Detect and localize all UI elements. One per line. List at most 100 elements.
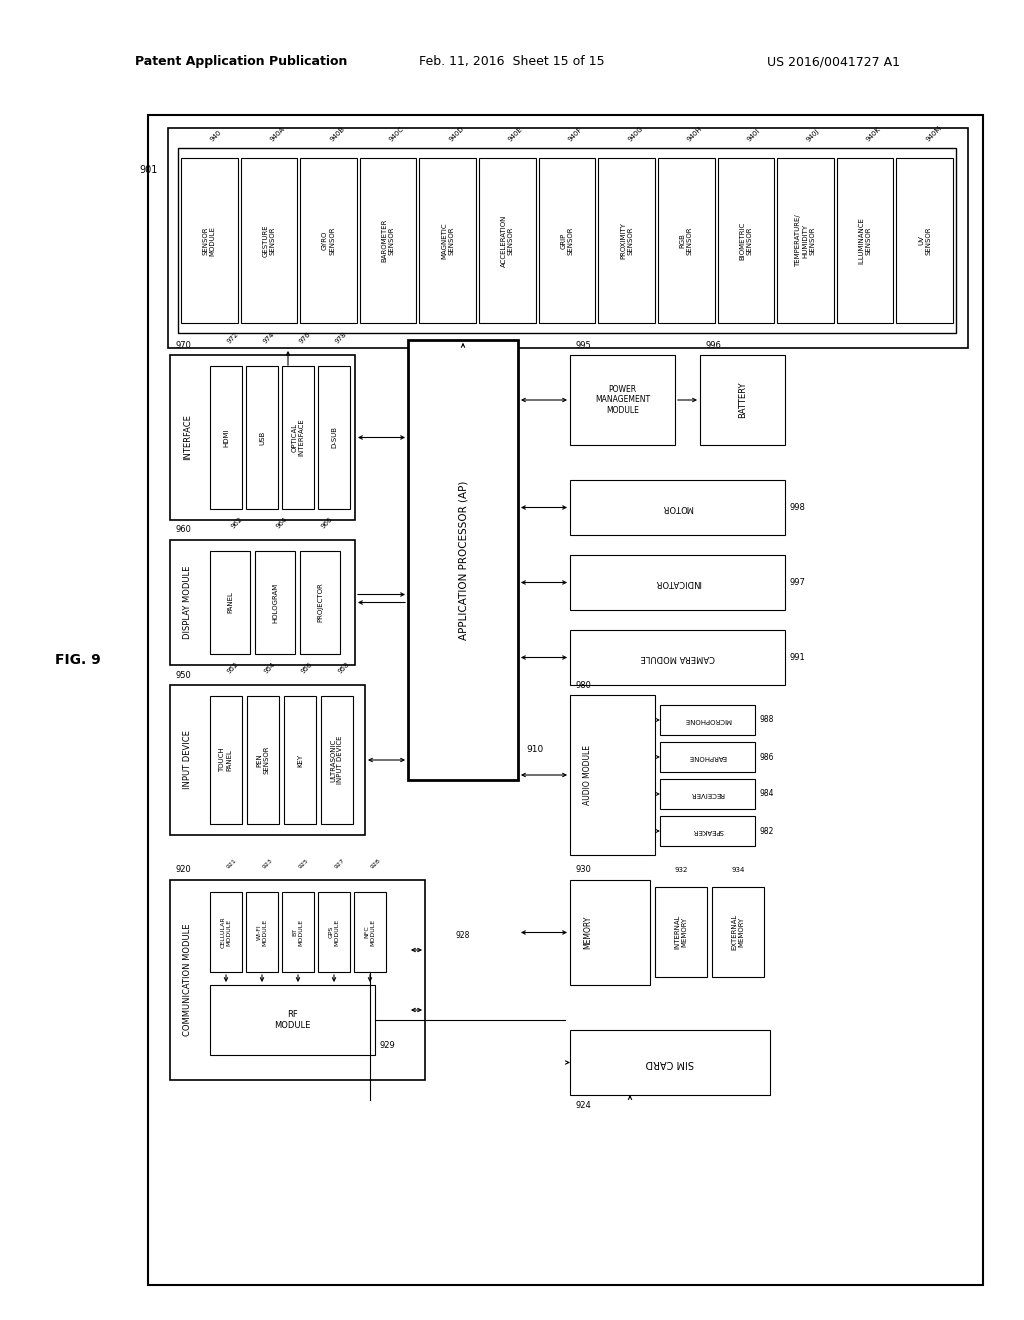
Text: 940K: 940K bbox=[865, 127, 882, 143]
Bar bbox=[570, 554, 785, 610]
Text: GPS
MODULE: GPS MODULE bbox=[329, 919, 339, 945]
Text: 978: 978 bbox=[334, 331, 348, 345]
Text: 974: 974 bbox=[262, 331, 275, 345]
Bar bbox=[210, 892, 242, 972]
Bar bbox=[300, 550, 340, 653]
Bar bbox=[539, 158, 595, 323]
Text: 976: 976 bbox=[298, 331, 311, 345]
Text: FIG. 9: FIG. 9 bbox=[55, 653, 101, 667]
Text: MAGNETIC
SENSOR: MAGNETIC SENSOR bbox=[441, 222, 455, 259]
Bar bbox=[660, 816, 755, 846]
Text: CELLULAR
MODULE: CELLULAR MODULE bbox=[220, 916, 231, 948]
Text: 932: 932 bbox=[675, 867, 688, 873]
Text: 972: 972 bbox=[226, 331, 240, 345]
Bar bbox=[570, 696, 655, 855]
Text: 940D: 940D bbox=[447, 125, 465, 143]
Text: 980: 980 bbox=[575, 681, 591, 689]
Bar bbox=[210, 696, 242, 824]
Text: 901: 901 bbox=[139, 165, 158, 176]
Bar bbox=[181, 158, 238, 323]
Bar bbox=[359, 158, 417, 323]
Bar bbox=[318, 892, 350, 972]
Text: DISPLAY MODULE: DISPLAY MODULE bbox=[183, 566, 193, 639]
Text: 988: 988 bbox=[760, 715, 774, 725]
Bar bbox=[170, 540, 355, 665]
Bar bbox=[246, 892, 278, 972]
Text: PROJECTOR: PROJECTOR bbox=[317, 582, 323, 622]
Text: GRIP
SENSOR: GRIP SENSOR bbox=[560, 226, 573, 255]
Text: GESTURE
SENSOR: GESTURE SENSOR bbox=[262, 224, 275, 257]
Bar bbox=[570, 630, 785, 685]
Text: Feb. 11, 2016  Sheet 15 of 15: Feb. 11, 2016 Sheet 15 of 15 bbox=[419, 55, 605, 69]
Text: 998: 998 bbox=[790, 503, 806, 512]
Bar bbox=[210, 366, 242, 510]
Text: 934: 934 bbox=[731, 867, 744, 873]
Text: UV
SENSOR: UV SENSOR bbox=[919, 226, 931, 255]
Text: BAROMETER
SENSOR: BAROMETER SENSOR bbox=[382, 219, 394, 263]
Text: RF
MODULE: RF MODULE bbox=[274, 1010, 310, 1030]
Text: 925: 925 bbox=[298, 858, 310, 870]
Text: 984: 984 bbox=[760, 789, 774, 799]
Text: 997: 997 bbox=[790, 578, 806, 587]
Text: 920: 920 bbox=[175, 866, 190, 874]
Bar bbox=[700, 355, 785, 445]
Text: CAMERA MODULE: CAMERA MODULE bbox=[640, 653, 715, 663]
Text: POWER
MANAGEMENT
MODULE: POWER MANAGEMENT MODULE bbox=[595, 385, 650, 414]
Text: INTERFACE: INTERFACE bbox=[183, 414, 193, 461]
Text: 991: 991 bbox=[790, 653, 806, 663]
Bar bbox=[318, 366, 350, 510]
Text: INDICATOR: INDICATOR bbox=[654, 578, 700, 587]
Text: 924: 924 bbox=[575, 1101, 591, 1110]
Text: SENSOR
MODULE: SENSOR MODULE bbox=[203, 226, 216, 256]
Text: ILLUMINANCE
SENSOR: ILLUMINANCE SENSOR bbox=[858, 216, 871, 264]
Text: 910: 910 bbox=[526, 746, 544, 755]
Bar bbox=[570, 480, 785, 535]
Bar bbox=[570, 1030, 770, 1096]
Text: ACCELERATION
SENSOR: ACCELERATION SENSOR bbox=[501, 214, 514, 267]
Bar bbox=[354, 892, 386, 972]
Text: 928: 928 bbox=[456, 931, 470, 940]
Text: 940: 940 bbox=[209, 129, 223, 143]
Text: RGB
SENSOR: RGB SENSOR bbox=[680, 226, 692, 255]
Bar bbox=[660, 705, 755, 735]
Bar bbox=[282, 366, 314, 510]
Text: TEMPERATURE/
HUMIDITY
SENSOR: TEMPERATURE/ HUMIDITY SENSOR bbox=[796, 214, 815, 267]
Text: APPLICATION PROCESSOR (AP): APPLICATION PROCESSOR (AP) bbox=[458, 480, 468, 640]
Text: MICROPHONE: MICROPHONE bbox=[684, 717, 731, 723]
Text: 923: 923 bbox=[262, 858, 274, 870]
Text: PEN
SENSOR: PEN SENSOR bbox=[256, 746, 269, 775]
Text: 940J: 940J bbox=[806, 128, 820, 143]
Text: SIM CARD: SIM CARD bbox=[646, 1057, 694, 1068]
Text: TOUCH
PANEL: TOUCH PANEL bbox=[219, 747, 232, 772]
Text: HOLOGRAM: HOLOGRAM bbox=[272, 582, 278, 623]
Text: MEMORY: MEMORY bbox=[584, 916, 593, 949]
Text: EARPHONE: EARPHONE bbox=[688, 754, 727, 760]
Text: 952: 952 bbox=[226, 661, 240, 675]
Bar bbox=[479, 158, 536, 323]
Bar bbox=[300, 158, 356, 323]
Text: 962: 962 bbox=[230, 516, 244, 531]
Bar bbox=[210, 985, 375, 1055]
Text: MOTOR: MOTOR bbox=[662, 503, 693, 512]
Text: OPTICAL
INTERFACE: OPTICAL INTERFACE bbox=[292, 418, 304, 457]
Text: D-SUB: D-SUB bbox=[331, 426, 337, 449]
Bar bbox=[178, 148, 956, 333]
Bar bbox=[246, 366, 278, 510]
Bar bbox=[570, 355, 675, 445]
Text: 958: 958 bbox=[337, 661, 350, 675]
Text: RECEIVER: RECEIVER bbox=[690, 791, 725, 797]
Text: 995: 995 bbox=[575, 341, 591, 350]
Text: PANEL: PANEL bbox=[227, 591, 233, 614]
Text: KEY: KEY bbox=[297, 754, 303, 767]
Bar bbox=[210, 550, 250, 653]
Text: 940I: 940I bbox=[745, 128, 761, 143]
Bar bbox=[170, 355, 355, 520]
Text: 929: 929 bbox=[380, 1040, 395, 1049]
Text: Patent Application Publication: Patent Application Publication bbox=[135, 55, 347, 69]
Bar bbox=[712, 887, 764, 977]
Text: 986: 986 bbox=[760, 752, 774, 762]
Text: PROXIMITY
SENSOR: PROXIMITY SENSOR bbox=[621, 222, 633, 259]
Text: 950: 950 bbox=[175, 671, 190, 680]
Text: 954: 954 bbox=[263, 661, 276, 675]
Bar bbox=[655, 887, 707, 977]
